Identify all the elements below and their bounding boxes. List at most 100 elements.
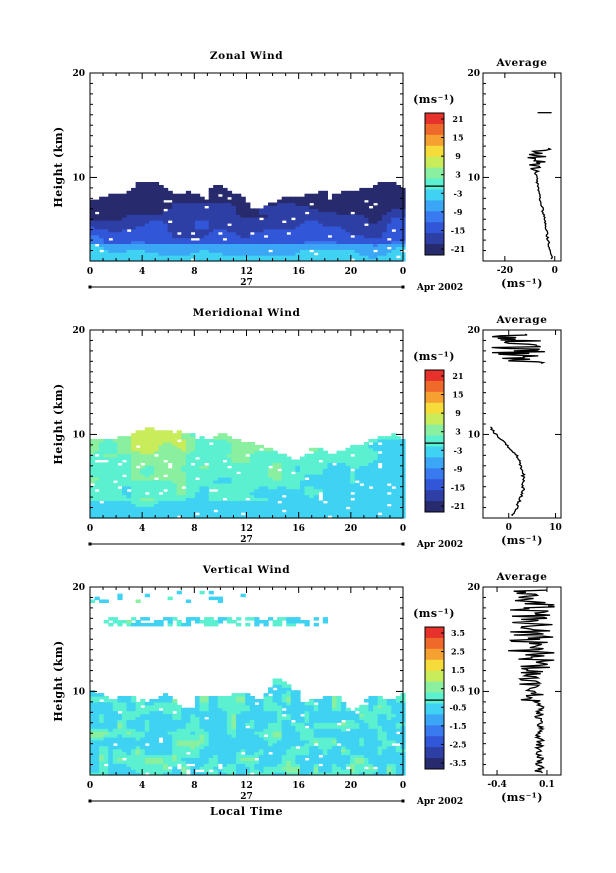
- avg-x-tick-label: 0.1: [539, 780, 555, 790]
- day-label: 27: [240, 535, 253, 545]
- colorbar-swatch: [425, 391, 444, 404]
- date-bar-end: [401, 799, 405, 803]
- day-label: 27: [240, 278, 253, 288]
- colorbar-swatch: [425, 222, 444, 234]
- average-title: Average: [495, 57, 547, 69]
- colorbar-swatch: [425, 380, 444, 393]
- month-label: Apr 2002: [416, 540, 463, 550]
- x-tick-label: 0: [87, 267, 93, 277]
- colorbar-swatch: [425, 134, 444, 147]
- x-tick-label: 0: [400, 781, 406, 791]
- colorbar-tick-label: -9: [454, 207, 463, 217]
- heatmap-field: [90, 590, 406, 776]
- colorbar-tick-label: -15: [451, 482, 465, 492]
- colorbar-swatch: [425, 637, 444, 650]
- colorbar-swatch: [425, 189, 444, 201]
- x-tick-label: 20: [345, 267, 358, 277]
- colorbar-tick-label: 3: [455, 427, 461, 437]
- colorbar-swatch: [425, 113, 444, 125]
- x-tick-label: 0: [87, 781, 93, 791]
- colorbar-swatch: [425, 413, 444, 426]
- average-title: Average: [495, 314, 547, 326]
- avg-x-axis-label: (ms⁻¹): [501, 534, 543, 547]
- average-frame: [482, 72, 562, 262]
- date-bar-start: [88, 542, 92, 546]
- avg-x-tick-label: 10: [549, 523, 562, 533]
- y-axis-label: Height (km): [52, 126, 65, 207]
- colorbar-tick-label: -15: [451, 225, 465, 235]
- avg-y-tick-label: 10: [467, 173, 480, 183]
- colorbar-tick-label: 21: [452, 371, 463, 381]
- colorbar-unit: (ms⁻¹): [413, 350, 455, 363]
- average-profile-line: [527, 147, 553, 260]
- chart-title: Zonal Wind: [210, 50, 283, 62]
- panel-zonal: Zonal Wind 0 4 8 12 16 20 0 10 20 Height (km) 27 Apr…: [52, 50, 562, 293]
- avg-x-tick-label: -0.4: [487, 780, 506, 790]
- y-tick-label: 10: [72, 430, 85, 440]
- date-bar-end: [401, 542, 405, 546]
- y-axis-label: Height (km): [52, 383, 65, 464]
- date-bar-start: [88, 799, 92, 803]
- month-label: Apr 2002: [416, 283, 463, 293]
- avg-x-axis-label: (ms⁻¹): [501, 277, 543, 290]
- avg-y-tick-label: 20: [467, 69, 480, 79]
- colorbar-unit: (ms⁻¹): [413, 93, 455, 106]
- date-bar-end: [401, 285, 405, 289]
- colorbar-tick-label: 1.5: [451, 665, 465, 675]
- colorbar-tick-label: -9: [454, 464, 463, 474]
- colorbar-swatch: [425, 145, 444, 158]
- chart-title: Vertical Wind: [202, 564, 291, 576]
- x-tick-label: 8: [191, 781, 197, 791]
- x-tick-label: 4: [139, 524, 145, 534]
- y-tick-label: 20: [72, 69, 85, 79]
- panel-merid: Meridional Wind 0 4 8 12 16 20 0 10 20 Height (km)…: [52, 307, 562, 550]
- colorbar-tick-label: 15: [452, 133, 463, 143]
- x-tick-label: 8: [191, 267, 197, 277]
- colorbar-tick-label: -21: [451, 501, 465, 511]
- colorbar-swatch: [425, 627, 444, 639]
- colorbar-tick-label: 9: [455, 151, 461, 161]
- colorbar-swatch: [425, 758, 444, 770]
- x-tick-label: 4: [139, 781, 145, 791]
- average-profile-upper: [491, 333, 546, 365]
- colorbar-tick-label: -1.5: [449, 721, 466, 731]
- colorbar-swatch: [425, 692, 444, 704]
- colorbar-tick-label: -0.5: [449, 702, 466, 712]
- avg-x-tick-label: 0: [552, 266, 558, 276]
- colorbar-swatch: [425, 435, 444, 447]
- colorbar-frame: [424, 626, 445, 770]
- colorbar-swatch: [425, 211, 444, 223]
- x-tick-label: 16: [292, 524, 305, 534]
- colorbar-tick-label: -3: [454, 445, 463, 455]
- x-tick-label: 12: [240, 524, 253, 534]
- x-tick-label: 20: [345, 524, 358, 534]
- colorbar-tick-label: -2.5: [449, 739, 466, 749]
- x-tick-label: 16: [292, 781, 305, 791]
- day-label: 27: [240, 792, 253, 802]
- avg-y-tick-label: 10: [467, 430, 480, 440]
- x-tick-label: 12: [240, 781, 253, 791]
- colorbar-swatch: [425, 648, 444, 661]
- colorbar-tick-label: 3: [455, 170, 461, 180]
- colorbar-tick-label: 0.5: [451, 684, 465, 694]
- colorbar-tick-label: 15: [452, 390, 463, 400]
- panel-vert: Vertical Wind 0 4 8 12 16 20 0 10 20 Height (km) 27…: [52, 564, 562, 818]
- x-tick-label: 4: [139, 267, 145, 277]
- heatmap-field: [90, 427, 406, 519]
- colorbar-swatch: [425, 167, 444, 180]
- colorbar-tick-label: -21: [451, 244, 465, 254]
- colorbar-swatch: [425, 156, 444, 169]
- colorbar-swatch: [425, 178, 444, 190]
- colorbar-swatch: [425, 479, 444, 491]
- avg-y-tick-label: 20: [467, 326, 480, 336]
- colorbar-swatch: [425, 424, 444, 437]
- colorbar-swatch: [425, 490, 444, 502]
- average-title: Average: [495, 571, 547, 583]
- colorbar-swatch: [425, 244, 444, 256]
- colorbar-swatch: [425, 200, 444, 212]
- colorbar-swatch: [425, 659, 444, 672]
- x-tick-label: 12: [240, 267, 253, 277]
- colorbar-tick-label: 3.5: [451, 628, 465, 638]
- y-tick-label: 20: [72, 326, 85, 336]
